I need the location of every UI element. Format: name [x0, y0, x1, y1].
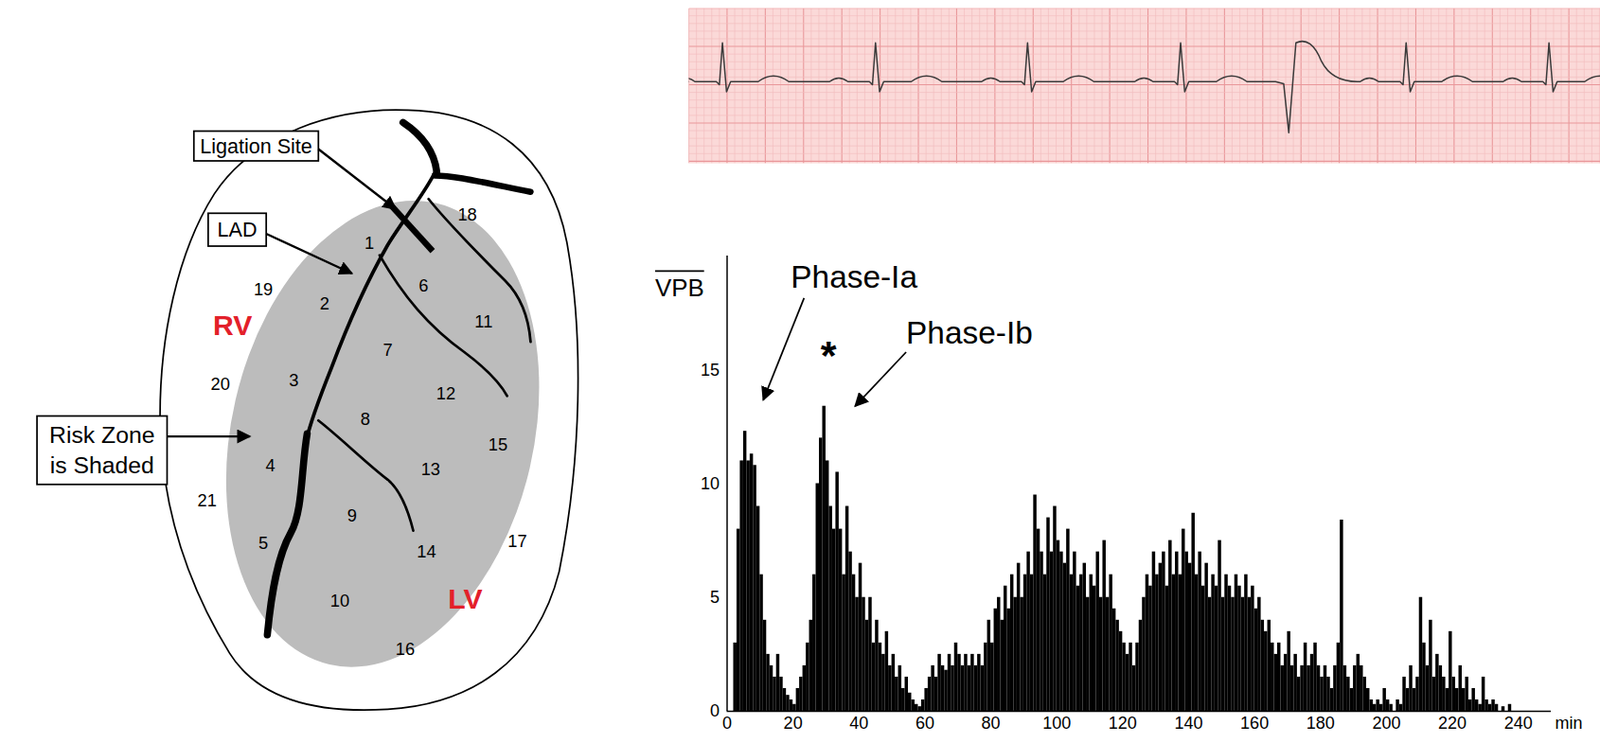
svg-text:Ligation Site: Ligation Site	[199, 134, 313, 159]
svg-text:0: 0	[722, 713, 732, 733]
svg-text:60: 60	[915, 713, 935, 733]
svg-text:RV: RV	[213, 309, 252, 341]
svg-text:13: 13	[421, 459, 441, 480]
svg-text:17: 17	[507, 531, 527, 552]
svg-text:140: 140	[1173, 713, 1203, 733]
svg-text:240: 240	[1504, 713, 1533, 733]
svg-text:LAD: LAD	[217, 217, 258, 242]
svg-text:5: 5	[710, 587, 720, 607]
svg-text:8: 8	[360, 408, 371, 429]
svg-text:5: 5	[258, 533, 268, 553]
svg-text:10: 10	[330, 590, 350, 611]
svg-text:100: 100	[1042, 713, 1071, 733]
svg-text:1: 1	[364, 232, 374, 253]
svg-text:4: 4	[266, 455, 276, 476]
svg-text:*: *	[820, 332, 837, 378]
svg-text:Phase-Ia: Phase-Ia	[790, 259, 918, 295]
svg-text:9: 9	[347, 505, 357, 526]
svg-text:LV: LV	[447, 583, 482, 615]
svg-text:15: 15	[488, 434, 508, 455]
svg-text:19: 19	[253, 279, 273, 300]
svg-text:Phase-Ib: Phase-Ib	[906, 315, 1033, 351]
svg-text:10: 10	[700, 474, 720, 494]
svg-text:80: 80	[981, 713, 1001, 733]
svg-text:20: 20	[211, 373, 231, 394]
svg-text:40: 40	[849, 713, 869, 733]
svg-text:16: 16	[395, 639, 415, 659]
svg-text:3: 3	[288, 370, 299, 391]
svg-text:180: 180	[1306, 713, 1335, 733]
svg-text:7: 7	[382, 339, 392, 360]
svg-text:0: 0	[710, 701, 720, 721]
svg-text:2: 2	[320, 293, 330, 314]
svg-text:is Shaded: is Shaded	[50, 452, 155, 479]
svg-text:VPB: VPB	[655, 274, 705, 302]
svg-text:120: 120	[1108, 713, 1138, 733]
svg-text:220: 220	[1438, 713, 1467, 733]
svg-text:200: 200	[1371, 713, 1401, 733]
svg-text:15: 15	[700, 360, 720, 380]
svg-text:Risk Zone: Risk Zone	[49, 422, 156, 448]
svg-text:20: 20	[783, 713, 803, 733]
svg-text:12: 12	[436, 383, 456, 404]
svg-text:14: 14	[416, 541, 436, 562]
svg-text:160: 160	[1240, 713, 1269, 733]
svg-text:21: 21	[197, 490, 217, 511]
svg-text:min: min	[1555, 713, 1583, 733]
svg-text:18: 18	[457, 204, 477, 225]
svg-text:11: 11	[474, 311, 493, 332]
svg-text:6: 6	[418, 275, 428, 296]
